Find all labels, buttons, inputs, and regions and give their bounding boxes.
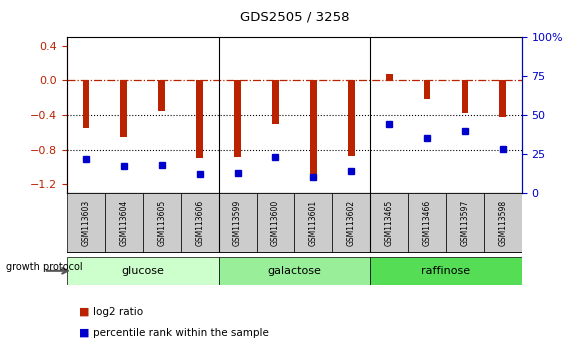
Text: GSM113466: GSM113466 bbox=[423, 200, 431, 246]
Text: ■: ■ bbox=[79, 328, 89, 338]
Bar bbox=[257, 193, 294, 253]
Bar bbox=[500, 80, 506, 117]
Text: raffinose: raffinose bbox=[422, 266, 470, 276]
Bar bbox=[67, 257, 219, 285]
Text: GDS2505 / 3258: GDS2505 / 3258 bbox=[240, 11, 349, 24]
Bar bbox=[219, 193, 257, 253]
Text: growth protocol: growth protocol bbox=[6, 262, 82, 272]
Bar bbox=[484, 193, 522, 253]
Text: GSM113601: GSM113601 bbox=[309, 200, 318, 246]
Bar bbox=[446, 193, 484, 253]
Bar bbox=[370, 193, 408, 253]
Text: percentile rank within the sample: percentile rank within the sample bbox=[93, 328, 269, 338]
Text: GSM113602: GSM113602 bbox=[347, 200, 356, 246]
Bar bbox=[332, 193, 370, 253]
Text: GSM113600: GSM113600 bbox=[271, 200, 280, 246]
Bar bbox=[424, 80, 430, 99]
Text: GSM113599: GSM113599 bbox=[233, 200, 242, 246]
Text: GSM113604: GSM113604 bbox=[120, 200, 128, 246]
Bar bbox=[196, 80, 203, 158]
Bar bbox=[67, 193, 105, 253]
Bar bbox=[310, 80, 317, 174]
Bar bbox=[143, 193, 181, 253]
Bar bbox=[348, 80, 354, 156]
Bar bbox=[219, 257, 370, 285]
Bar bbox=[121, 80, 127, 137]
Bar bbox=[386, 74, 392, 80]
Text: GSM113605: GSM113605 bbox=[157, 200, 166, 246]
Text: galactose: galactose bbox=[268, 266, 321, 276]
Bar bbox=[462, 80, 468, 113]
Bar bbox=[234, 80, 241, 156]
Bar bbox=[294, 193, 332, 253]
Text: GSM113597: GSM113597 bbox=[461, 200, 469, 246]
Text: ■: ■ bbox=[79, 307, 89, 316]
Bar bbox=[408, 193, 446, 253]
Text: GSM113598: GSM113598 bbox=[498, 200, 507, 246]
Text: GSM113603: GSM113603 bbox=[82, 200, 90, 246]
Bar bbox=[83, 80, 89, 128]
Text: GSM113606: GSM113606 bbox=[195, 200, 204, 246]
Text: log2 ratio: log2 ratio bbox=[93, 307, 143, 316]
Bar bbox=[272, 80, 279, 124]
Bar bbox=[181, 193, 219, 253]
Bar bbox=[105, 193, 143, 253]
Text: GSM113465: GSM113465 bbox=[385, 200, 394, 246]
Bar bbox=[159, 80, 165, 111]
Text: glucose: glucose bbox=[121, 266, 164, 276]
Bar bbox=[370, 257, 522, 285]
